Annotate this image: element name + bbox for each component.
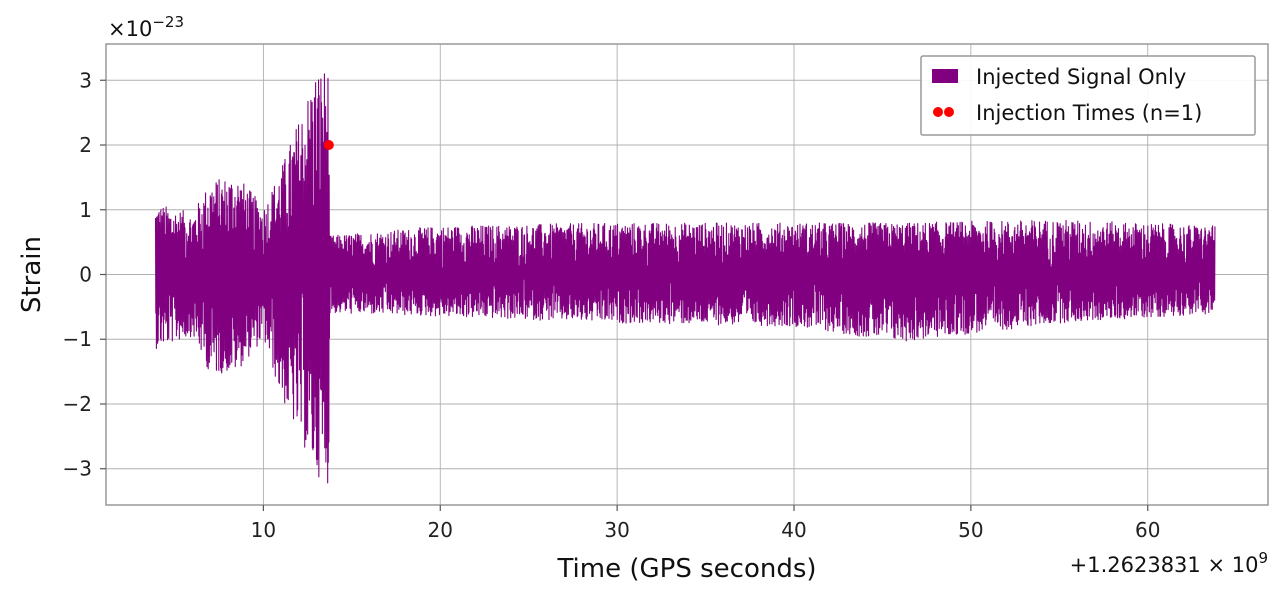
- y-scale-label: ×10−23: [108, 13, 184, 41]
- x-tick-label: 30: [604, 518, 629, 542]
- y-tick-label: −1: [63, 327, 92, 351]
- legend-swatch-injected-signal: [932, 69, 958, 83]
- legend-label-injected-signal: Injected Signal Only: [976, 65, 1186, 89]
- injection-time-point: [323, 140, 334, 151]
- legend-marker-injection-times-b: [944, 107, 954, 117]
- x-tick-label: 50: [958, 518, 983, 542]
- x-offset-base: +1.2623831 × 10: [1070, 553, 1259, 577]
- y-axis-label: Strain: [17, 236, 47, 313]
- y-scale-exponent: −23: [152, 13, 184, 31]
- y-tick-label: 0: [79, 263, 92, 287]
- y-tick-label: −3: [63, 457, 92, 481]
- x-tick-label: 40: [781, 518, 806, 542]
- y-tick-label: 3: [79, 68, 92, 92]
- y-tick-label: 1: [79, 198, 92, 222]
- x-tick-label: 10: [251, 518, 276, 542]
- injected-signal-series: [154, 73, 1216, 484]
- x-tick-label: 60: [1135, 518, 1160, 542]
- legend-label-injection-times: Injection Times (n=1): [976, 101, 1202, 125]
- y-axis-ticks: 3 2 1 0 −1 −2 −3: [63, 68, 106, 481]
- legend: Injected Signal Only Injection Times (n=…: [920, 55, 1256, 136]
- y-tick-label: 2: [79, 133, 92, 157]
- legend-box: [920, 55, 1256, 136]
- injected-signal-line: [154, 73, 1216, 484]
- legend-marker-injection-times-a: [933, 107, 943, 117]
- y-tick-label: −2: [63, 392, 92, 416]
- x-tick-label: 20: [428, 518, 453, 542]
- x-offset-exponent: 9: [1258, 549, 1268, 567]
- y-scale-base: ×10: [108, 17, 152, 41]
- x-axis-label: Time (GPS seconds): [556, 554, 816, 584]
- injection-times-series: [323, 140, 334, 151]
- x-offset-label: +1.2623831 × 109: [1070, 549, 1268, 577]
- x-axis-ticks: 10 20 30 40 50 60: [251, 505, 1160, 542]
